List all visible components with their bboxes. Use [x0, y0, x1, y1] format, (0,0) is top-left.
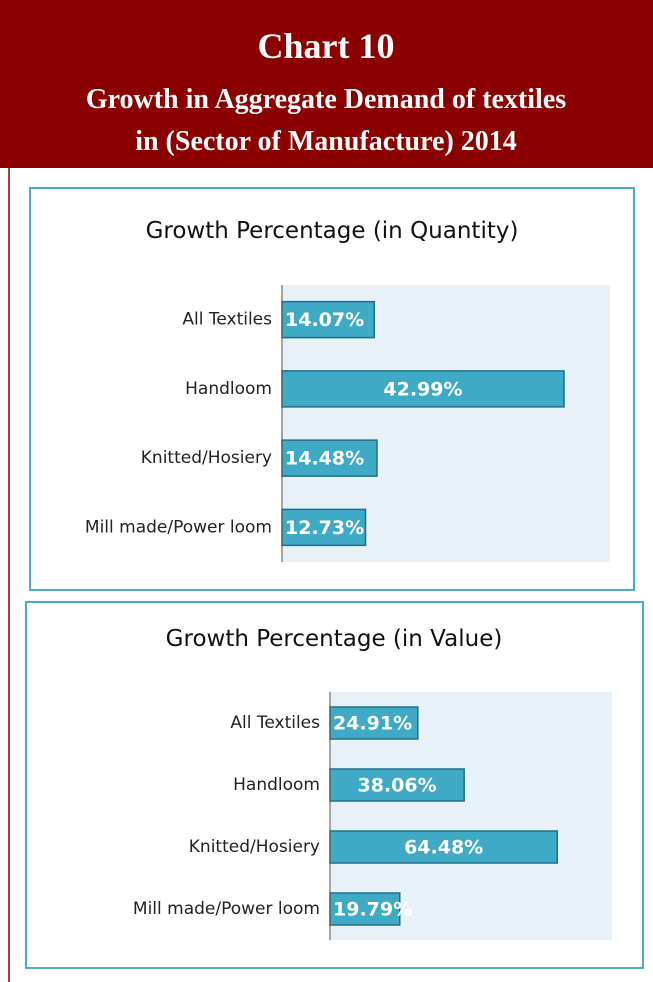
bar — [329, 892, 401, 926]
header-title: in (Sector of Manufacture) 2014 — [135, 126, 517, 157]
category-label: All Textiles — [182, 310, 272, 330]
category-label: Mill made/Power loom — [133, 899, 320, 919]
chart-title: Growth Percentage (in Quantity) — [146, 218, 519, 244]
bar — [281, 439, 378, 477]
value-label: 14.48% — [285, 448, 364, 470]
bar — [281, 508, 367, 547]
category-label: Handloom — [185, 379, 272, 399]
bar — [329, 706, 419, 740]
header-band — [0, 0, 653, 168]
value-label: 38.06% — [358, 775, 437, 797]
value-label: 12.73% — [285, 517, 364, 539]
bar — [281, 300, 376, 339]
value-label: 19.79% — [333, 899, 412, 921]
category-label: Knitted/Hosiery — [141, 448, 272, 468]
category-label: Knitted/Hosiery — [189, 837, 320, 857]
category-label: All Textiles — [230, 713, 320, 733]
header-label: Chart 10 — [258, 26, 395, 66]
category-label: Handloom — [233, 775, 320, 795]
bar — [329, 830, 559, 864]
header-title: Growth in Aggregate Demand of textiles — [86, 84, 566, 115]
category-label: Mill made/Power loom — [85, 517, 272, 537]
value-label: 24.91% — [333, 713, 412, 735]
value-label: 64.48% — [404, 837, 483, 859]
value-label: 42.99% — [383, 378, 462, 400]
value-label: 14.07% — [285, 309, 364, 331]
chart-title: Growth Percentage (in Value) — [166, 626, 503, 652]
